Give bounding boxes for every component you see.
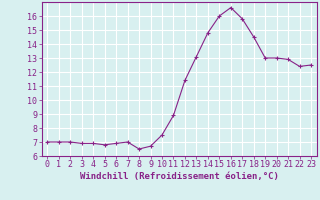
X-axis label: Windchill (Refroidissement éolien,°C): Windchill (Refroidissement éolien,°C) bbox=[80, 172, 279, 181]
